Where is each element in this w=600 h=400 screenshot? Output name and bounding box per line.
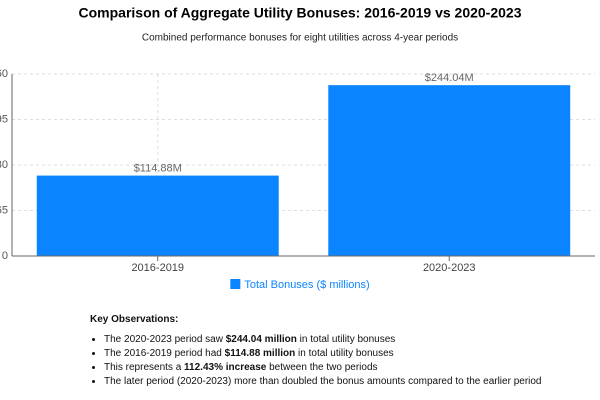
observation-text: This represents a <box>104 362 185 373</box>
y-tick-label: 195 <box>0 113 8 125</box>
y-tick-label: 0 <box>2 250 8 262</box>
observations: Key Observations: The 2020-2023 period s… <box>90 314 542 389</box>
observation: The 2016-2019 period had $114.88 million… <box>104 347 542 361</box>
observation: This represents a 112.43% increase betwe… <box>104 361 542 375</box>
observation-text: between the two periods <box>266 362 378 373</box>
observations-list: The 2020-2023 period saw $244.04 million… <box>90 333 542 389</box>
observation-text: The later period (2020-2023) more than d… <box>104 376 542 387</box>
chart-subtitle: Combined performance bonuses for eight u… <box>142 33 458 44</box>
observation-text: in total utility bonuses <box>296 334 396 345</box>
value-label: $244.04M <box>425 72 474 84</box>
observation-text: in total utility bonuses <box>295 348 394 359</box>
observation: The later period (2020-2023) more than d… <box>104 375 542 389</box>
value-label: $114.88M <box>134 162 182 174</box>
x-tick-label: 2020-2023 <box>423 262 476 274</box>
observation: The 2020-2023 period saw $244.04 million… <box>104 333 542 347</box>
observation-text: The 2016-2019 period had <box>104 348 225 359</box>
observations-title: Key Observations: <box>90 314 179 325</box>
observation-highlight: $244.04 million <box>225 334 297 345</box>
x-tick-label: 2016-2019 <box>131 262 184 274</box>
legend-label: Total Bonuses ($ millions) <box>244 279 369 291</box>
observation-highlight: 112.43% increase <box>184 362 267 373</box>
observation-text: The 2020-2023 period saw <box>104 334 226 345</box>
chart: Comparison of Aggregate Utility Bonuses:… <box>0 5 595 291</box>
chart-title: Comparison of Aggregate Utility Bonuses:… <box>79 5 522 21</box>
bar <box>328 85 571 256</box>
y-tick-label: 65 <box>0 204 8 216</box>
legend-swatch <box>230 279 241 289</box>
bar <box>36 175 279 256</box>
y-tick-label: 130 <box>0 159 8 171</box>
y-tick-label: 260 <box>0 68 8 80</box>
observation-highlight: $114.88 million <box>224 348 296 359</box>
